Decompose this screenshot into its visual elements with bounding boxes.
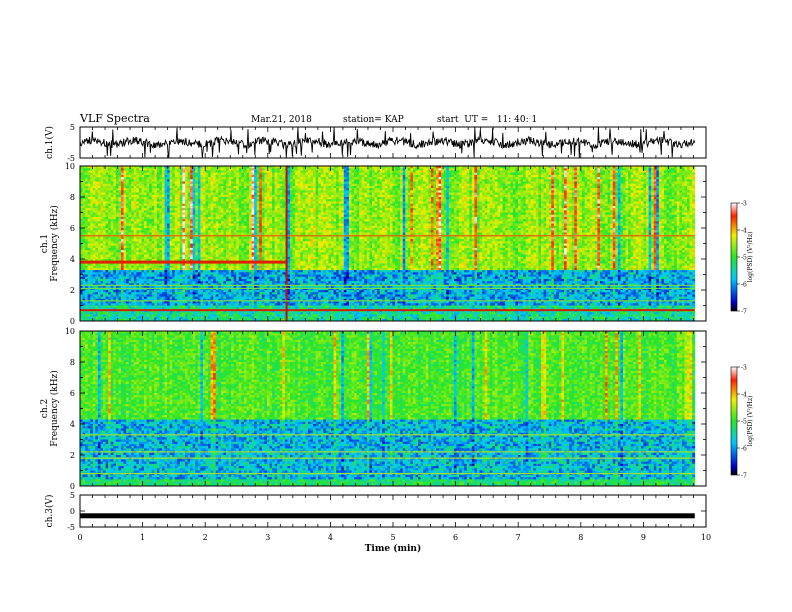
ch2-spec-ytick: 6	[70, 389, 75, 398]
ch1-spectrogram	[80, 166, 695, 321]
ch1-spectrogram-ylabel: ch.1Frequency (kHz)	[40, 205, 60, 282]
ch2-colorbar-tick: -7	[741, 473, 747, 480]
low-line	[80, 309, 695, 311]
xtick-label: 3	[265, 533, 270, 542]
xtick-label: 0	[77, 533, 82, 542]
ch1-colorbar-tick: -7	[741, 309, 747, 316]
ch1-spec-ytick: 10	[65, 162, 75, 171]
xtick-label: 10	[701, 533, 711, 542]
ch1-colorbar-label: log(PSD) (V²/Hz)	[747, 232, 754, 283]
ch1-waveform-line	[80, 127, 695, 158]
xtick-label: 9	[641, 533, 646, 542]
ch2-spec-ytick: 8	[70, 358, 75, 367]
xtick-label: 8	[578, 533, 583, 542]
ch3-wave-ytick: 5	[70, 491, 75, 500]
ch1-spec-ytick: 4	[70, 255, 75, 264]
spectrogram-layer	[80, 127, 695, 518]
ch1-colorbar-tick: -3	[741, 201, 747, 208]
xaxis-title: Time (min)	[365, 543, 422, 554]
ch3-wave-ytick: 0	[70, 507, 75, 516]
ch1-spec-ytick: 0	[70, 317, 75, 326]
ch3-waveform-ylabel: ch.3(V)	[44, 495, 55, 528]
narrowband-line	[80, 261, 287, 264]
ch1-spec-ytick: 2	[70, 286, 75, 295]
ch2-colorbar-tick: -3	[741, 365, 747, 372]
transition-line	[286, 166, 288, 321]
xtick-label: 2	[203, 533, 208, 542]
ch3-waveform-line	[80, 513, 695, 518]
xtick-label: 5	[390, 533, 395, 542]
ch2-colorbar-label: log(PSD) (V²/Hz)	[747, 396, 754, 447]
xtick-label: 4	[328, 533, 333, 542]
ch2-colorbar	[731, 367, 737, 475]
ch2-spectrogram-ylabel: ch.2Frequency (kHz)	[40, 370, 60, 447]
ch1-waveform-ylabel: ch.1(V)	[44, 126, 55, 159]
ch2-spec-ytick: 10	[65, 327, 75, 336]
ch1-spec-ytick: 8	[70, 193, 75, 202]
ch1-spec-ytick: 6	[70, 224, 75, 233]
vlf-figure: 5-50246810024681050-5ch.1(V)ch.1Frequenc…	[0, 0, 792, 612]
ch2-spec-ytick: 0	[70, 482, 75, 491]
ch1-wave-ytick: 5	[70, 123, 75, 132]
constant-line	[80, 235, 695, 236]
ch2-spectrogram	[80, 331, 695, 486]
ch3-wave-ytick: -5	[67, 523, 75, 532]
ch2-spec-ytick: 4	[70, 420, 75, 429]
ch2-spec-ytick: 2	[70, 451, 75, 460]
xtick-label: 1	[140, 533, 145, 542]
xtick-label: 6	[453, 533, 458, 542]
ch1-colorbar	[731, 203, 737, 311]
xtick-label: 7	[516, 533, 521, 542]
